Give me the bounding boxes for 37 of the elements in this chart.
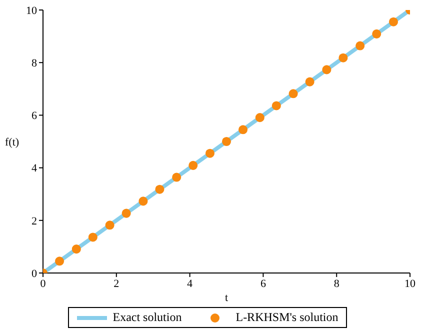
point (122, 208, 131, 218)
x-tick-label: 4 (187, 278, 194, 290)
point (88, 232, 98, 242)
point (188, 160, 198, 170)
y-tick-label: 2 (32, 215, 37, 228)
point (305, 77, 314, 86)
point (138, 196, 148, 206)
y-axis-title: f(t) (5, 136, 20, 148)
point (322, 65, 332, 74)
x-axis-title: t (224, 292, 228, 304)
point (272, 101, 281, 110)
point (238, 125, 248, 134)
point (388, 17, 398, 26)
point (172, 172, 182, 182)
point (205, 148, 214, 158)
point (356, 41, 365, 50)
point (72, 244, 81, 254)
point (105, 220, 114, 230)
legend-label: L-RKHSM's solution (234, 310, 338, 325)
x-tick-label: 10 (404, 278, 416, 290)
point (55, 256, 64, 266)
y-tick-label: 6 (32, 110, 38, 122)
point (222, 136, 232, 146)
point (372, 29, 382, 38)
legend-label: Exact solution (112, 310, 182, 325)
y-tick-label: 8 (32, 58, 38, 70)
x-tick-label: 8 (334, 278, 340, 290)
point (288, 89, 298, 98)
point (255, 113, 264, 122)
point (155, 184, 164, 194)
x-tick-label: 2 (114, 278, 120, 290)
x-tick-label: 6 (260, 278, 266, 290)
point (338, 53, 348, 62)
x-tick-label: 0 (40, 278, 46, 290)
y-tick-label: 0 (32, 268, 38, 280)
y-tick-label: 4 (32, 162, 38, 175)
y-tick-label: 10 (26, 4, 38, 17)
